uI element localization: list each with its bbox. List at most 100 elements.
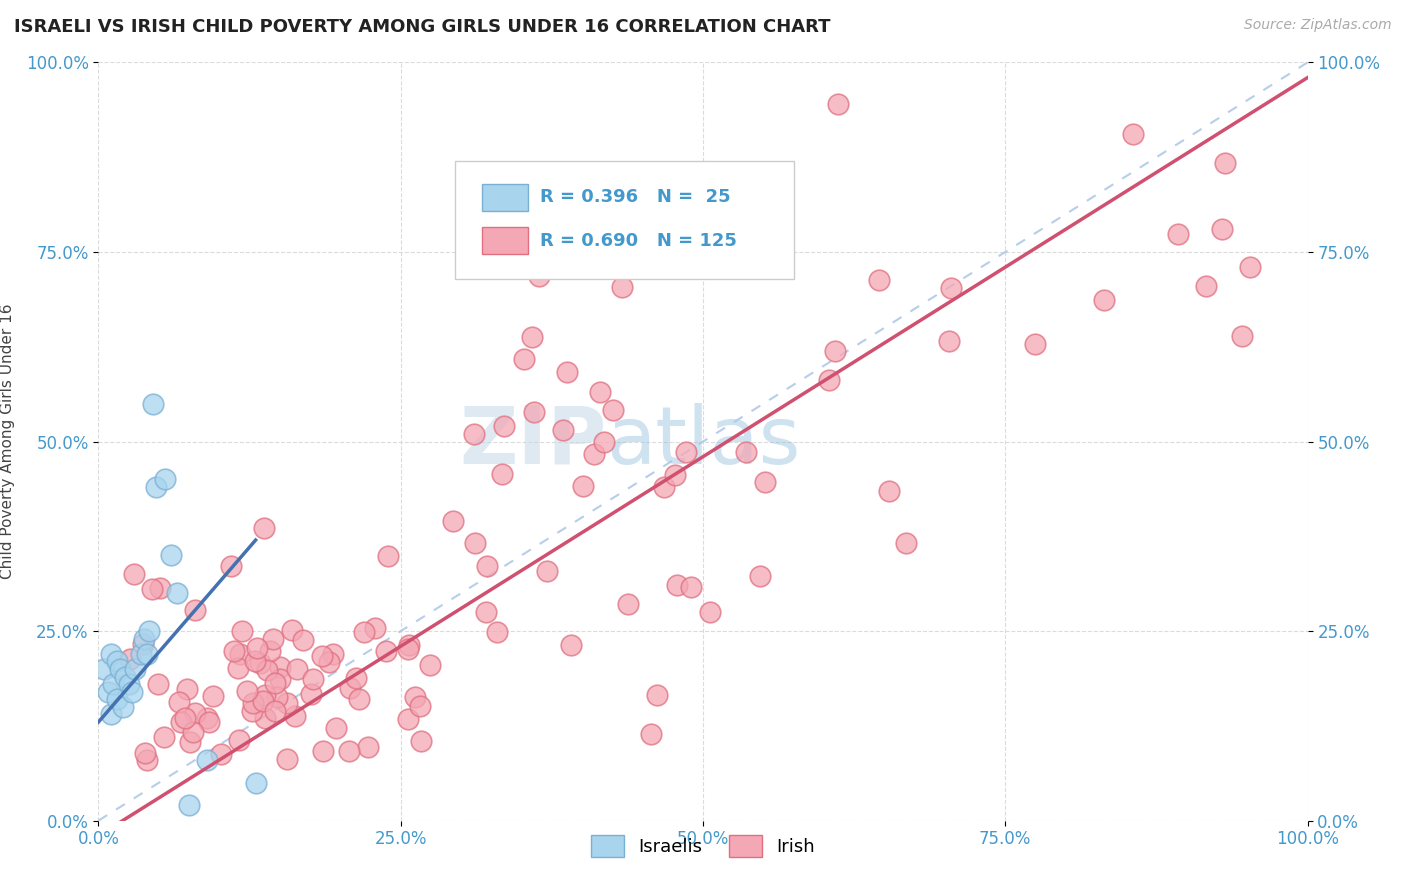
Point xyxy=(141,582,163,596)
Point xyxy=(664,467,686,482)
Text: ISRAELI VS IRISH CHILD POVERTY AMONG GIRLS UNDER 16 CORRELATION CHART: ISRAELI VS IRISH CHILD POVERTY AMONG GIR… xyxy=(14,18,831,36)
Point xyxy=(411,734,433,748)
Point xyxy=(135,753,157,767)
Point xyxy=(105,692,128,706)
Point xyxy=(520,330,543,344)
Point xyxy=(477,559,499,574)
Point xyxy=(513,351,536,366)
Point xyxy=(322,647,344,661)
Point xyxy=(198,715,221,730)
Point xyxy=(1232,329,1254,343)
Point xyxy=(276,752,298,766)
Point xyxy=(357,740,380,755)
Point xyxy=(409,698,432,713)
Point xyxy=(1239,260,1261,275)
Point xyxy=(153,731,176,745)
Legend: Israelis, Irish: Israelis, Irish xyxy=(583,828,823,864)
Point xyxy=(266,690,288,705)
Point xyxy=(299,687,322,701)
Point xyxy=(145,480,167,494)
Point xyxy=(1122,127,1144,141)
Point xyxy=(557,365,579,379)
Point xyxy=(404,690,426,704)
Point xyxy=(285,661,308,675)
Point xyxy=(253,711,276,725)
Point xyxy=(228,647,250,661)
Point xyxy=(153,473,176,487)
Point xyxy=(1194,279,1216,293)
Point xyxy=(262,632,284,646)
Point xyxy=(754,475,776,490)
Point xyxy=(877,484,900,499)
Point xyxy=(652,480,675,494)
FancyBboxPatch shape xyxy=(482,184,527,211)
Point xyxy=(1211,222,1233,236)
Point xyxy=(160,548,183,563)
Point xyxy=(263,704,285,718)
Point xyxy=(263,676,285,690)
Point xyxy=(344,671,367,685)
Text: atlas: atlas xyxy=(606,402,800,481)
Point xyxy=(256,663,278,677)
Point xyxy=(377,549,399,563)
Point xyxy=(252,694,274,708)
Text: Source: ZipAtlas.com: Source: ZipAtlas.com xyxy=(1244,18,1392,32)
Point xyxy=(146,677,169,691)
Point xyxy=(353,624,375,639)
Point xyxy=(269,672,291,686)
Point xyxy=(337,743,360,757)
Point xyxy=(347,691,370,706)
Point xyxy=(523,404,546,418)
Point xyxy=(938,334,960,348)
Point xyxy=(259,644,281,658)
Point xyxy=(894,536,917,550)
Point xyxy=(235,684,257,698)
Point xyxy=(101,677,124,691)
Point xyxy=(827,97,849,112)
Point xyxy=(179,798,201,813)
Point xyxy=(149,581,172,595)
Point xyxy=(114,669,136,683)
Point xyxy=(219,559,242,574)
Point xyxy=(134,746,156,760)
Point xyxy=(181,724,204,739)
Point xyxy=(529,269,551,284)
Point xyxy=(699,605,721,619)
Point xyxy=(100,707,122,722)
Point xyxy=(553,423,575,437)
Point xyxy=(666,578,689,592)
Point xyxy=(375,644,398,658)
Point xyxy=(132,637,155,651)
Point xyxy=(228,732,250,747)
Point xyxy=(396,712,419,726)
FancyBboxPatch shape xyxy=(456,161,793,278)
Point xyxy=(249,656,271,670)
Point xyxy=(318,655,340,669)
Point xyxy=(142,396,165,410)
Point xyxy=(572,479,595,493)
Point xyxy=(817,373,839,387)
Point xyxy=(583,447,606,461)
Point xyxy=(339,681,361,696)
Point xyxy=(118,677,141,691)
Point xyxy=(868,273,890,287)
Point xyxy=(291,633,314,648)
Point xyxy=(1213,156,1236,170)
Point xyxy=(463,427,485,442)
FancyBboxPatch shape xyxy=(482,227,527,254)
Point xyxy=(166,586,188,600)
Text: R = 0.396   N =  25: R = 0.396 N = 25 xyxy=(540,188,730,206)
Point xyxy=(134,632,156,646)
Point xyxy=(179,735,201,749)
Point xyxy=(231,624,253,638)
Point xyxy=(242,696,264,710)
Point xyxy=(612,280,634,294)
Point xyxy=(176,681,198,696)
Point xyxy=(536,564,558,578)
Point xyxy=(492,419,515,434)
Point xyxy=(245,654,267,668)
Point xyxy=(441,514,464,528)
Point xyxy=(464,536,486,550)
Point xyxy=(97,685,120,699)
Point xyxy=(93,662,115,676)
